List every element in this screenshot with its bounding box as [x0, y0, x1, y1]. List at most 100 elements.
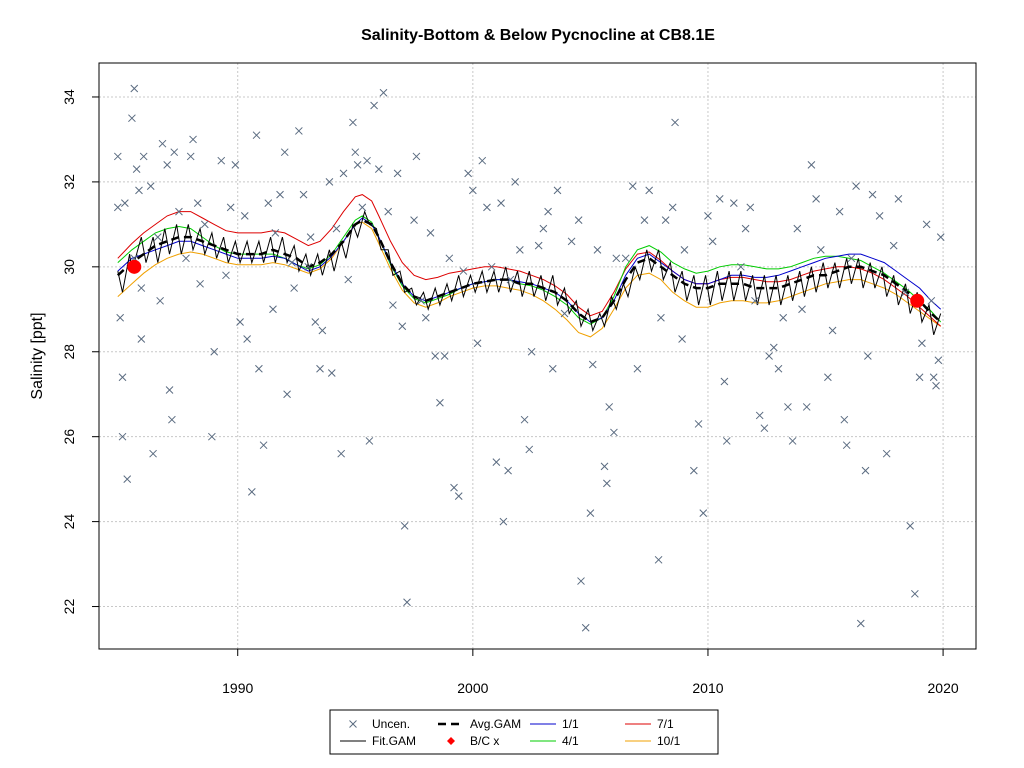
observation-marker [280, 148, 289, 157]
marker-stroke [156, 296, 164, 305]
observation-marker [492, 458, 501, 467]
marker-stroke [421, 313, 430, 322]
marker-stroke [769, 343, 778, 352]
observation-marker [130, 84, 139, 93]
marker-stroke [299, 190, 308, 199]
marker-stroke [398, 322, 407, 331]
marker-stroke [149, 449, 157, 458]
marker-stroke [511, 178, 520, 186]
observation-marker [137, 284, 146, 292]
observation-marker [264, 199, 273, 207]
observation-marker [365, 437, 374, 445]
marker-stroke [863, 352, 872, 360]
observation-marker [553, 186, 562, 195]
marker-stroke [113, 203, 122, 212]
observation-marker [525, 445, 534, 454]
marker-stroke [483, 203, 491, 212]
observation-marker [294, 127, 303, 135]
observation-marker [417, 296, 425, 305]
marker-stroke [640, 216, 649, 224]
marker-stroke [276, 190, 284, 199]
marker-stroke [499, 517, 508, 526]
observation-marker [497, 199, 505, 207]
marker-stroke [189, 135, 197, 144]
observation-marker [113, 152, 122, 161]
observation-marker [645, 186, 654, 195]
marker-stroke [934, 356, 943, 365]
legend-item: 4/1 [530, 734, 579, 748]
observation-marker [680, 245, 689, 254]
marker-stroke [182, 254, 190, 263]
marker-stroke [327, 369, 336, 377]
observation-marker [929, 373, 938, 382]
observation-marker [678, 335, 686, 343]
marker-stroke [247, 488, 256, 496]
marker-stroke [393, 169, 402, 178]
marker-stroke [358, 203, 367, 212]
observation-marker [548, 364, 557, 373]
series-fit-gam [117, 209, 942, 335]
observation-marker [353, 161, 362, 169]
y-tick-label: 26 [61, 429, 77, 445]
marker-stroke [440, 352, 449, 360]
observation-marker [600, 462, 609, 471]
marker-stroke [816, 245, 825, 254]
observation-marker [146, 182, 155, 190]
observation-marker [835, 207, 844, 216]
marker-stroke [544, 207, 552, 216]
marker-stroke [680, 245, 689, 254]
observation-marker [755, 411, 764, 420]
observation-marker [760, 424, 769, 433]
observation-marker [746, 203, 755, 212]
observation-marker [751, 296, 759, 305]
marker-stroke [118, 373, 127, 382]
observation-marker [306, 233, 315, 241]
marker-stroke [812, 195, 820, 203]
marker-stroke [882, 449, 891, 458]
observation-marker [450, 483, 458, 492]
observation-marker [128, 114, 136, 123]
observation-marker [398, 322, 407, 331]
marker-stroke [280, 148, 289, 157]
observation-marker [389, 301, 397, 309]
marker-stroke [294, 127, 303, 135]
marker-stroke [130, 84, 139, 93]
legend-item: 7/1 [625, 717, 674, 731]
marker-stroke [153, 233, 162, 241]
marker-stroke [793, 224, 802, 233]
marker-stroke [567, 237, 576, 246]
marker-stroke [765, 352, 773, 360]
marker-stroke [875, 212, 884, 220]
marker-stroke [311, 318, 320, 326]
observation-marker [163, 161, 172, 169]
marker-stroke [132, 165, 141, 174]
y-tick-label: 28 [61, 344, 77, 360]
observation-marker [798, 305, 806, 314]
observation-marker [170, 148, 179, 157]
y-axis-title: Salinity [ppt] [29, 312, 46, 399]
marker-stroke [365, 437, 374, 445]
observation-marker [316, 364, 324, 373]
observation-marker [217, 156, 226, 165]
observation-marker [351, 148, 360, 157]
marker-stroke [454, 492, 463, 500]
marker-stroke [577, 577, 585, 585]
marker-stroke [196, 279, 204, 288]
legend-item: 1/1 [530, 717, 579, 731]
marker-stroke [588, 360, 597, 369]
marker-stroke [534, 241, 543, 250]
marker-stroke [137, 335, 146, 343]
marker-stroke [918, 339, 926, 348]
observation-marker [459, 267, 468, 275]
marker-stroke [445, 254, 454, 263]
observation-marker [842, 441, 851, 450]
marker-stroke [226, 203, 235, 212]
marker-stroke [690, 466, 698, 475]
observation-marker [276, 190, 284, 199]
observation-marker [240, 212, 249, 220]
x-axis: 1990 2000 2010 2020 [222, 648, 959, 696]
bc-point [910, 293, 925, 308]
marker-stroke [186, 152, 195, 161]
marker-stroke [210, 347, 219, 356]
